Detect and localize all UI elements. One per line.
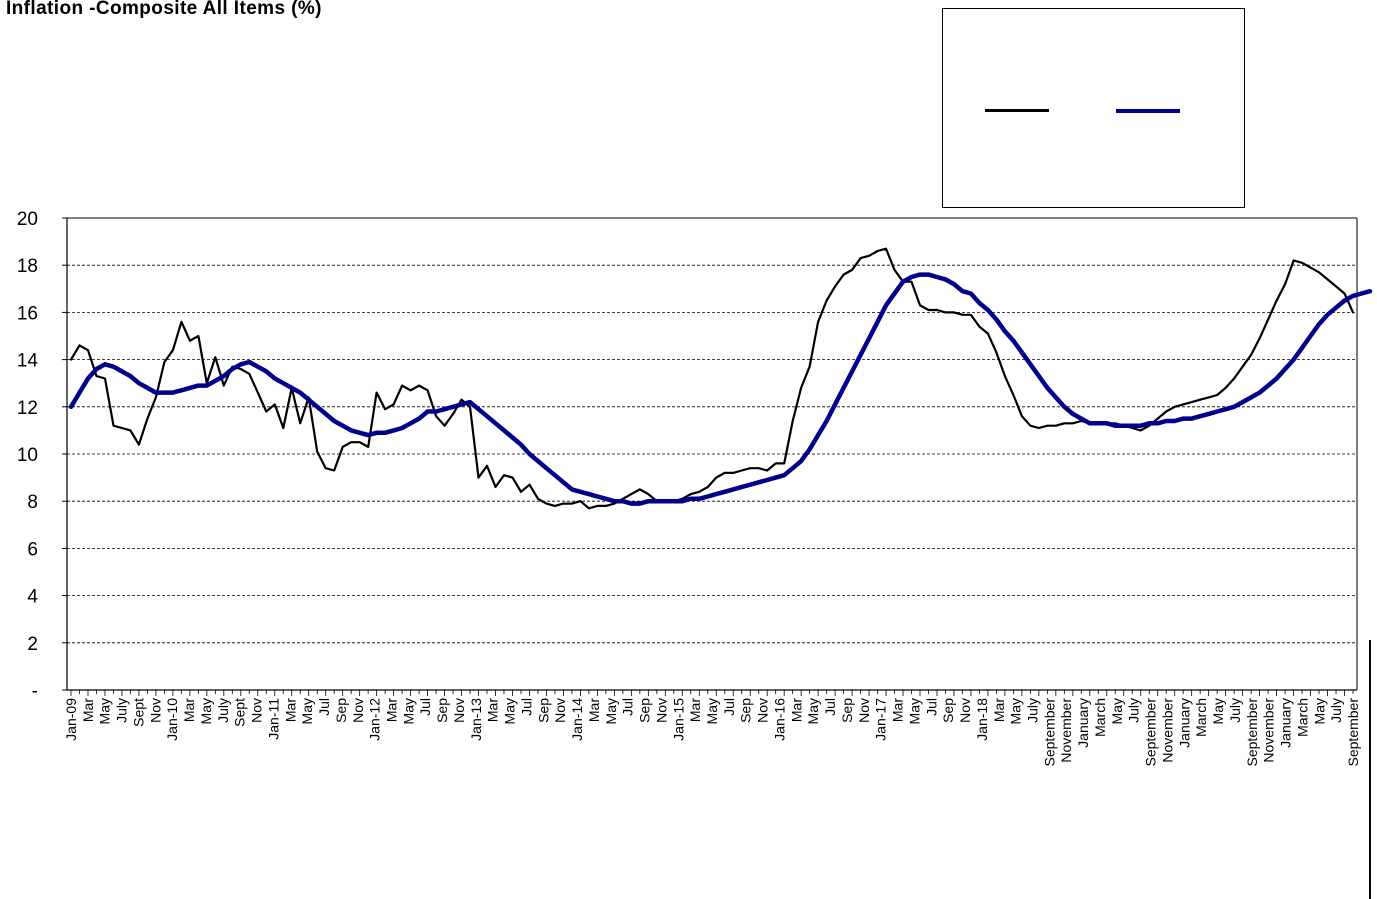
page-edge-line bbox=[1369, 640, 1371, 899]
x-tick-label: Nov bbox=[249, 698, 265, 723]
x-tick-label: May bbox=[805, 698, 821, 724]
x-tick-label: Mar bbox=[788, 698, 804, 722]
x-tick-label: March bbox=[1193, 698, 1209, 737]
x-tick-label: July bbox=[114, 698, 130, 723]
y-tick-label: 4 bbox=[27, 587, 38, 608]
x-tick-label: November bbox=[1261, 698, 1277, 763]
x-tick-label: Nov bbox=[856, 698, 872, 723]
x-tick-label: Mar bbox=[384, 698, 400, 722]
x-tick-label: Jan-12 bbox=[367, 698, 383, 741]
x-tick-label: Jan-18 bbox=[974, 698, 990, 741]
x-tick-label: Mar bbox=[282, 698, 298, 722]
x-tick-label: July bbox=[215, 698, 231, 723]
x-tick-label: May bbox=[1210, 698, 1226, 724]
series-line-1 bbox=[69, 247, 1355, 510]
x-tick-label: Sept bbox=[232, 698, 248, 727]
x-tick-label: September bbox=[1345, 698, 1361, 767]
x-tick-label: Jan-14 bbox=[569, 698, 585, 741]
x-tick-label: Mar bbox=[485, 698, 501, 722]
y-tick-label: 18 bbox=[17, 256, 38, 277]
x-tick-label: November bbox=[1058, 698, 1074, 763]
x-tick-label: May bbox=[1109, 698, 1125, 724]
y-tick-label: 6 bbox=[27, 539, 38, 560]
x-tick-label: Jul bbox=[923, 698, 939, 716]
x-tick-label: July bbox=[1126, 698, 1142, 723]
x-tick-label: Jul bbox=[518, 698, 534, 716]
x-tick-label: May bbox=[400, 698, 416, 724]
x-tick-label: Sep bbox=[637, 698, 653, 723]
y-tick-label: - bbox=[32, 681, 38, 702]
x-tick-label: Jan-11 bbox=[265, 698, 281, 740]
legend-swatch-series-1 bbox=[985, 109, 1049, 112]
x-tick-label: January bbox=[1075, 698, 1091, 748]
x-tick-label: Jan-15 bbox=[670, 698, 686, 741]
x-tick-label: Mar bbox=[687, 698, 703, 722]
x-tick-label: May bbox=[97, 698, 113, 724]
x-tick-label: Jan-13 bbox=[468, 698, 484, 741]
x-tick-label: September bbox=[1143, 698, 1159, 767]
x-tick-label: Mar bbox=[80, 698, 96, 722]
x-tick-label: March bbox=[1294, 698, 1310, 737]
x-tick-label: Nov bbox=[653, 698, 669, 723]
x-tick-label: Sep bbox=[839, 698, 855, 723]
x-tick-label: Nov bbox=[451, 698, 467, 723]
x-tick-label: Sep bbox=[940, 698, 956, 723]
x-tick-label: Jan-09 bbox=[63, 698, 79, 741]
x-tick-label: January bbox=[1176, 698, 1192, 748]
y-tick-label: 12 bbox=[17, 398, 38, 419]
x-tick-label: July bbox=[1227, 698, 1243, 723]
x-tick-label: Sep bbox=[434, 698, 450, 723]
x-tick-label: May bbox=[299, 698, 315, 724]
y-tick-label: 14 bbox=[17, 351, 39, 372]
x-tick-label: Jan-10 bbox=[164, 698, 180, 741]
x-tick-label: Jul bbox=[316, 698, 332, 716]
x-tick-label: May bbox=[1311, 698, 1327, 724]
x-tick-label: Nov bbox=[147, 698, 163, 723]
x-tick-label: Sep bbox=[333, 698, 349, 723]
y-tick-label: 20 bbox=[17, 209, 38, 230]
x-tick-label: May bbox=[704, 698, 720, 724]
x-tick-label: May bbox=[502, 698, 518, 724]
series-line-2 bbox=[68, 272, 1373, 506]
x-tick-label: September bbox=[1244, 698, 1260, 767]
x-tick-label: Jan-17 bbox=[873, 698, 889, 741]
x-tick-label: Jul bbox=[721, 698, 737, 716]
x-tick-label: Nov bbox=[350, 698, 366, 723]
x-tick-label: Jul bbox=[417, 698, 433, 716]
x-tick-label: July bbox=[1025, 698, 1041, 723]
x-tick-label: Sep bbox=[535, 698, 551, 723]
x-tick-label: Mar bbox=[991, 698, 1007, 722]
x-tick-label: March bbox=[1092, 698, 1108, 737]
x-tick-label: Sep bbox=[738, 698, 754, 723]
x-tick-label: May bbox=[198, 698, 214, 724]
x-tick-label: September bbox=[1041, 698, 1057, 767]
x-tick-label: July bbox=[1328, 698, 1344, 723]
x-tick-label: May bbox=[906, 698, 922, 724]
x-tick-label: January bbox=[1278, 698, 1294, 748]
x-tick-label: November bbox=[1159, 698, 1175, 763]
x-tick-label: Nov bbox=[552, 698, 568, 723]
x-tick-label: Jan-16 bbox=[771, 698, 787, 741]
y-tick-label: 8 bbox=[27, 492, 38, 513]
x-tick-label: May bbox=[603, 698, 619, 724]
y-tick-label: 2 bbox=[27, 634, 38, 655]
x-tick-label: Sept bbox=[130, 698, 146, 727]
y-tick-label: 16 bbox=[17, 303, 38, 324]
x-tick-label: Nov bbox=[755, 698, 771, 723]
x-tick-label: Mar bbox=[890, 698, 906, 722]
legend bbox=[942, 8, 1245, 208]
legend-swatch-series-2 bbox=[1116, 109, 1180, 113]
x-tick-label: Mar bbox=[181, 698, 197, 722]
y-tick-label: 10 bbox=[17, 445, 38, 466]
x-tick-label: Nov bbox=[957, 698, 973, 723]
x-tick-label: Mar bbox=[586, 698, 602, 722]
chart-title: Inflation -Composite All Items (%) bbox=[6, 0, 322, 19]
x-tick-label: May bbox=[1008, 698, 1024, 724]
x-tick-label: Jul bbox=[620, 698, 636, 716]
x-tick-label: Jul bbox=[822, 698, 838, 716]
